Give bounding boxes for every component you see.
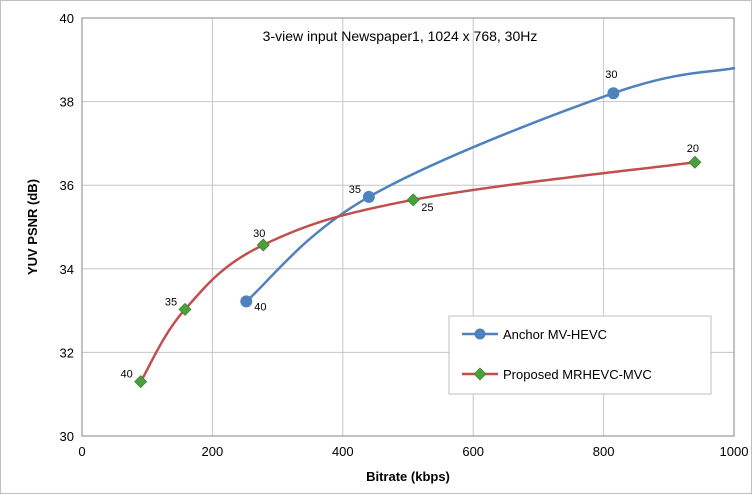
data-point: [406, 193, 420, 207]
data-label: 30: [605, 69, 617, 81]
legend-anchor-marker: [474, 328, 486, 340]
legend-box: [448, 315, 712, 395]
x-tick-label: 1000: [720, 444, 749, 459]
data-label: 40: [121, 369, 133, 381]
point-labels: 40 35 30 40 35 30 25 20: [121, 69, 699, 380]
series-line: [245, 66, 736, 303]
legend-anchor-label: Anchor MV-HEVC: [503, 327, 607, 342]
legend-proposed-marker: [473, 367, 487, 381]
legend: Anchor MV-HEVC Proposed MRHEVC-MVC: [448, 315, 712, 395]
plot-border: [81, 17, 735, 437]
y-tick-label: 34: [60, 262, 74, 277]
data-point: [607, 87, 620, 100]
data-point: [688, 155, 702, 169]
x-tick-label: 800: [593, 444, 615, 459]
x-tick-label: 0: [78, 444, 85, 459]
series-line: [139, 160, 697, 383]
y-tick-label: 36: [60, 178, 74, 193]
data-label: 20: [687, 143, 699, 155]
legend-proposed-label: Proposed MRHEVC-MVC: [503, 367, 652, 382]
x-axis-title: Bitrate (kbps): [366, 469, 450, 484]
chart-title: 3-view input Newspaper1, 1024 x 768, 30H…: [263, 28, 538, 44]
y-tick-label: 32: [60, 345, 74, 360]
y-axis-title: YUV PSNR (dB): [25, 179, 40, 275]
tick-labels: 0 200 400 600 800 1000 30 32 34 36 38 40: [60, 11, 749, 459]
data-label: 25: [421, 202, 433, 214]
data-label: 35: [349, 184, 361, 196]
data-point: [362, 190, 375, 203]
x-tick-label: 600: [462, 444, 484, 459]
x-tick-label: 400: [332, 444, 354, 459]
data-label: 40: [254, 301, 266, 313]
data-point: [134, 375, 148, 389]
data-label: 35: [165, 296, 177, 308]
y-tick-label: 30: [60, 429, 74, 444]
x-tick-label: 200: [202, 444, 224, 459]
data-point: [240, 295, 253, 308]
y-tick-label: 38: [60, 95, 74, 110]
series-layer: [134, 66, 736, 389]
data-point: [178, 302, 192, 316]
data-point: [256, 238, 270, 252]
y-tick-label: 40: [60, 11, 74, 26]
data-label: 30: [253, 228, 265, 240]
